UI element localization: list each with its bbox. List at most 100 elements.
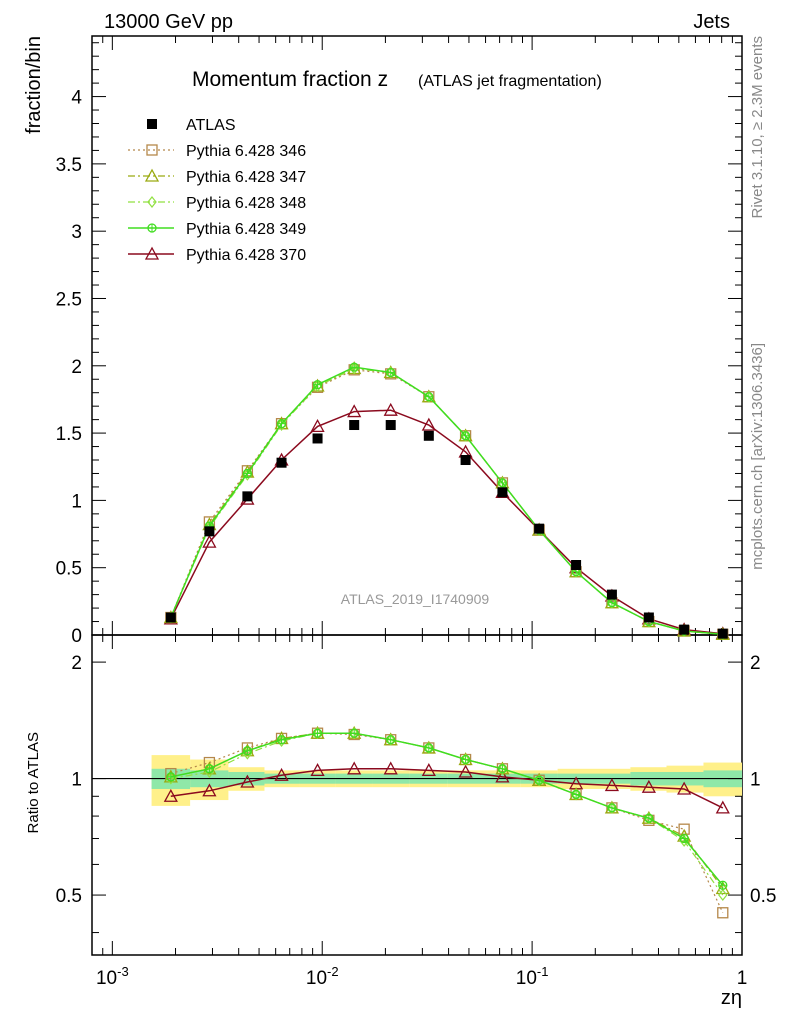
ratio-y-tick-label: 1 — [71, 770, 82, 791]
marker-atlas — [242, 491, 253, 502]
marker-diamond — [147, 196, 157, 208]
ratio-y-tick-label: 2 — [71, 653, 82, 674]
marker-square — [717, 907, 729, 919]
marker-triangle — [715, 800, 730, 814]
marker-diamond — [644, 812, 654, 825]
marker-diamond — [385, 733, 396, 746]
marker-diamond — [460, 429, 471, 442]
legend-label: Pythia 6.428 370 — [186, 247, 306, 264]
marker-atlas — [204, 526, 215, 537]
marker-triangle — [421, 417, 436, 431]
marker-diamond — [385, 366, 396, 379]
x-tick-label: 10-2 — [306, 964, 339, 989]
marker-atlas — [679, 624, 690, 635]
ratio-series-line — [170, 732, 724, 889]
legend-label: Pythia 6.428 347 — [186, 169, 306, 186]
marker-diamond — [204, 766, 215, 778]
ratio-y-tick-label-right: 1 — [750, 770, 761, 791]
marker-diamond — [497, 762, 508, 775]
y-axis-label: fraction/bin — [23, 36, 45, 134]
y-tick-label: 3.5 — [56, 155, 82, 176]
legend-item: Pythia 6.428 348 — [128, 195, 306, 212]
marker-triangle — [495, 769, 510, 783]
marker-diamond — [718, 889, 728, 902]
legend-item: ATLAS — [147, 117, 236, 134]
marker-atlas — [534, 523, 545, 534]
marker-atlas — [165, 612, 176, 623]
legend-item: Pythia 6.428 349 — [128, 221, 306, 238]
marker-triangle — [604, 778, 620, 792]
marker-atlas — [717, 628, 728, 639]
marker-triangle — [163, 788, 178, 802]
marker-triangle — [202, 534, 217, 548]
header-left: 13000 GeV pp — [104, 11, 233, 33]
chart-title-sub: (ATLAS jet fragmentation) — [418, 73, 602, 90]
legend-item: Pythia 6.428 347 — [128, 168, 306, 186]
ratio-series-line — [170, 732, 724, 886]
y-tick-label: 2 — [71, 357, 82, 378]
mcplots-info: mcplots.cern.ch [arXiv:1306.3436] — [749, 343, 766, 570]
y-tick-label: 3 — [71, 222, 82, 243]
axes-ticks: 10-3 10-2 10-1 1 0 0.5 1 1.5 2 2.5 3 3.5 4 0.5 0.5 1 1 2 2 — [56, 36, 776, 989]
ratio-series — [163, 725, 730, 919]
ratio-y-tick-label-right: 2 — [750, 653, 761, 674]
ratio-y-tick-label-right: 0.5 — [750, 886, 776, 907]
marker-triangle — [310, 419, 325, 433]
x-tick-label: 10-3 — [96, 964, 129, 989]
marker-triangle — [677, 781, 692, 795]
marker-atlas — [147, 119, 157, 129]
marker-atlas — [497, 487, 508, 498]
marker-triangle — [421, 763, 436, 777]
legend-label: Pythia 6.428 349 — [186, 221, 306, 238]
series-line — [170, 409, 723, 635]
marker-atlas — [571, 560, 582, 571]
marker-triangle — [274, 767, 289, 781]
marker-triangle — [347, 761, 362, 775]
marker-triangle — [641, 779, 656, 793]
ratio-series-pythia-6-428-349 — [166, 728, 728, 890]
marker-atlas — [643, 612, 654, 623]
series-atlas — [165, 420, 728, 639]
marker-diamond — [534, 774, 544, 787]
marker-triangle — [347, 404, 362, 418]
marker-triangle — [458, 764, 473, 778]
marker-triangle — [144, 246, 160, 260]
marker-triangle — [240, 774, 255, 788]
legend-item: Pythia 6.428 370 — [128, 246, 306, 264]
y-tick-label: 0.5 — [56, 559, 82, 580]
legend-label: Pythia 6.428 346 — [186, 143, 306, 160]
y-tick-label: 1 — [71, 491, 82, 512]
y-tick-label: 4 — [71, 88, 82, 109]
ratio-series-line — [170, 732, 724, 896]
ratio-series-pythia-6-428-370 — [163, 761, 730, 814]
marker-atlas — [312, 433, 323, 444]
y-tick-label: 0 — [71, 626, 82, 647]
y-tick-label: 2.5 — [56, 289, 82, 310]
header-right: Jets — [693, 11, 730, 33]
marker-square — [146, 144, 158, 156]
ratio-series-line — [170, 768, 724, 809]
x-tick-label: 1 — [737, 968, 748, 989]
marker-atlas — [423, 430, 434, 441]
rivet-info: Rivet 3.1.10, ≥ 2.3M events — [749, 36, 766, 219]
marker-diamond — [312, 727, 323, 740]
marker-atlas — [349, 420, 360, 431]
legend: ATLAS Pythia 6.428 346 Pythia 6.428 347 Pyt… — [128, 117, 306, 264]
marker-atlas — [606, 589, 617, 600]
marker-triangle — [202, 783, 217, 797]
marker-atlas — [276, 457, 287, 468]
marker-diamond — [679, 834, 689, 847]
legend-label: ATLAS — [186, 117, 236, 134]
series-line — [170, 366, 723, 636]
legend-item: Pythia 6.428 346 — [128, 143, 306, 160]
analysis-id: ATLAS_2019_I1740909 — [341, 591, 490, 607]
marker-diamond — [571, 565, 581, 578]
marker-diamond — [349, 727, 359, 740]
ratio-y-axis-label: Ratio to ATLAS — [25, 732, 42, 833]
marker-triangle — [144, 168, 160, 182]
ratio-series-line — [170, 732, 724, 914]
x-tick-label: 10-1 — [516, 964, 549, 989]
ratio-y-tick-label: 0.5 — [56, 886, 82, 907]
marker-triangle — [310, 763, 325, 777]
